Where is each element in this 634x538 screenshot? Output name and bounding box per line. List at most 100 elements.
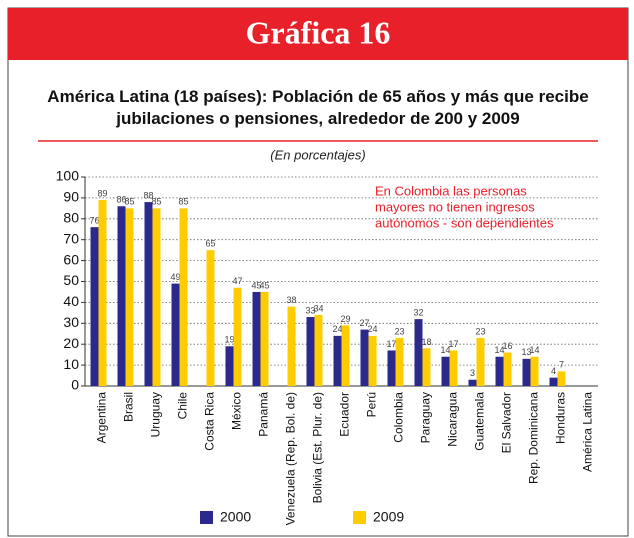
x-tick-label: Chile bbox=[176, 392, 190, 420]
bar bbox=[260, 291, 269, 386]
value-label: 4 bbox=[551, 366, 556, 376]
x-tick-label: Nicaragua bbox=[446, 392, 460, 447]
value-label: 85 bbox=[151, 197, 161, 207]
bar bbox=[549, 377, 558, 386]
bar bbox=[98, 199, 107, 386]
bar bbox=[306, 317, 315, 386]
bar bbox=[117, 206, 126, 386]
x-tick-label: Panamá bbox=[257, 392, 271, 437]
value-label: 24 bbox=[332, 324, 342, 334]
x-tick-label: México bbox=[230, 392, 244, 430]
y-tick-label: 90 bbox=[63, 189, 79, 205]
y-tick-label: 70 bbox=[63, 230, 79, 246]
x-tick-label: El Salvador bbox=[500, 392, 514, 453]
value-label: 76 bbox=[89, 216, 99, 226]
header-title: Gráfica 16 bbox=[246, 14, 391, 50]
legend-label: 2009 bbox=[373, 509, 404, 525]
x-tick-label: Rep. Dominicana bbox=[527, 392, 541, 484]
value-label: 32 bbox=[413, 307, 423, 317]
bar bbox=[252, 291, 261, 386]
bar bbox=[233, 287, 242, 386]
bar bbox=[495, 356, 504, 386]
value-label: 65 bbox=[205, 239, 215, 249]
value-label: 17 bbox=[448, 339, 458, 349]
x-tick-label: Perú bbox=[365, 392, 379, 417]
bar bbox=[225, 346, 234, 386]
x-tick-label: Argentina bbox=[95, 392, 109, 444]
bar bbox=[441, 356, 450, 386]
chart-title: América Latina (18 países): Población de… bbox=[47, 87, 589, 128]
bar bbox=[333, 335, 342, 386]
value-label: 3 bbox=[470, 368, 475, 378]
bar bbox=[360, 329, 369, 386]
bar bbox=[368, 335, 377, 386]
value-label: 14 bbox=[440, 345, 450, 355]
bar bbox=[476, 337, 485, 386]
value-label: 14 bbox=[494, 345, 504, 355]
value-label: 45 bbox=[251, 280, 261, 290]
value-label: 49 bbox=[170, 272, 180, 282]
bar bbox=[395, 337, 404, 386]
bar bbox=[171, 283, 180, 386]
bar bbox=[557, 371, 566, 386]
x-tick-label: América Latina bbox=[581, 392, 595, 472]
value-label: 27 bbox=[359, 318, 369, 328]
value-label: 88 bbox=[143, 190, 153, 200]
bar bbox=[387, 350, 396, 386]
value-label: 45 bbox=[259, 280, 269, 290]
bar bbox=[287, 306, 296, 386]
bar bbox=[449, 350, 458, 386]
bar bbox=[468, 379, 477, 386]
value-label: 33 bbox=[305, 305, 315, 315]
annotation: mayores no tienen ingresos bbox=[375, 199, 535, 214]
value-label: 14 bbox=[529, 345, 539, 355]
x-tick-label: Uruguay bbox=[149, 392, 163, 437]
x-tick-label: Colombia bbox=[392, 392, 406, 443]
annotation: autónomos - son dependientes bbox=[375, 215, 554, 230]
x-tick-label: Bolivia (Est. Plur. de) bbox=[311, 392, 325, 503]
bar bbox=[152, 208, 161, 386]
x-tick-label: Venezuela (Rep. Bol. de) bbox=[284, 392, 298, 525]
value-label: 38 bbox=[286, 295, 296, 305]
header-band bbox=[8, 8, 628, 60]
value-label: 7 bbox=[559, 360, 564, 370]
value-label: 18 bbox=[421, 337, 431, 347]
bar bbox=[206, 250, 215, 386]
legend-swatch bbox=[200, 511, 213, 524]
bar bbox=[414, 319, 423, 386]
value-label: 19 bbox=[224, 335, 234, 345]
value-label: 17 bbox=[386, 339, 396, 349]
y-tick-label: 20 bbox=[63, 335, 79, 351]
x-tick-label: Brasil bbox=[122, 392, 136, 422]
value-label: 16 bbox=[502, 341, 512, 351]
bar bbox=[90, 227, 99, 386]
value-label: 86 bbox=[116, 195, 126, 205]
value-label: 85 bbox=[178, 197, 188, 207]
y-tick-label: 30 bbox=[63, 314, 79, 330]
y-tick-label: 80 bbox=[63, 210, 79, 226]
value-label: 24 bbox=[367, 324, 377, 334]
value-label: 89 bbox=[97, 188, 107, 198]
y-tick-label: 0 bbox=[71, 377, 79, 393]
y-tick-label: 50 bbox=[63, 272, 79, 288]
value-label: 47 bbox=[232, 276, 242, 286]
x-tick-label: Costa Rica bbox=[203, 392, 217, 451]
bar bbox=[125, 208, 134, 386]
legend-label: 2000 bbox=[220, 509, 251, 525]
annotation: En Colombia las personas bbox=[375, 183, 527, 198]
chart-subtitle: (En porcentajes) bbox=[270, 147, 365, 162]
bar bbox=[530, 356, 539, 386]
value-label: 29 bbox=[340, 314, 350, 324]
bar bbox=[503, 352, 512, 386]
x-tick-label: Ecuador bbox=[338, 392, 352, 437]
title-box: América Latina (18 países): Población de… bbox=[47, 87, 589, 128]
value-label: 13 bbox=[521, 347, 531, 357]
value-label: 23 bbox=[475, 326, 485, 336]
bar bbox=[522, 358, 531, 386]
bar bbox=[422, 348, 431, 386]
bar bbox=[179, 208, 188, 386]
y-tick-label: 10 bbox=[63, 356, 79, 372]
bar bbox=[314, 314, 323, 386]
x-tick-label: Honduras bbox=[554, 392, 568, 444]
